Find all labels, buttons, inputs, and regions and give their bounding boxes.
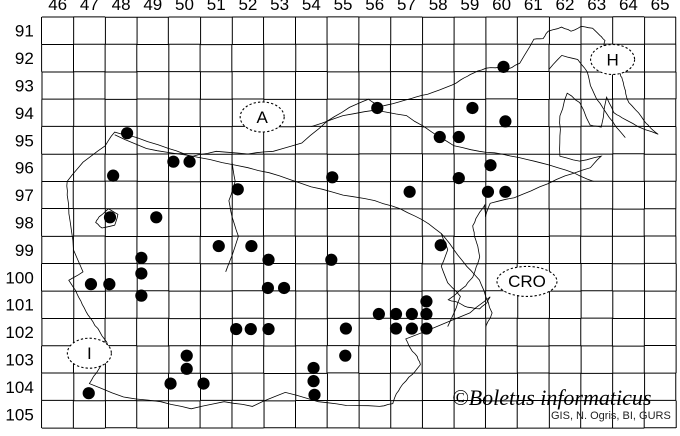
svg-text:97: 97 (15, 186, 34, 205)
svg-text:49: 49 (143, 0, 162, 14)
svg-text:48: 48 (112, 0, 131, 14)
svg-text:99: 99 (15, 241, 34, 260)
svg-text:58: 58 (429, 0, 448, 14)
svg-text:54: 54 (302, 0, 321, 14)
svg-text:100: 100 (5, 268, 33, 287)
svg-text:56: 56 (365, 0, 384, 14)
svg-text:63: 63 (587, 0, 606, 14)
svg-text:53: 53 (270, 0, 289, 14)
svg-text:59: 59 (460, 0, 479, 14)
svg-text:50: 50 (175, 0, 194, 14)
svg-text:CRO: CRO (508, 272, 546, 291)
svg-text:94: 94 (15, 104, 34, 123)
svg-text:65: 65 (651, 0, 670, 14)
svg-text:96: 96 (15, 159, 34, 178)
svg-text:103: 103 (5, 351, 33, 370)
svg-text:A: A (257, 108, 269, 127)
svg-text:92: 92 (15, 49, 34, 68)
svg-text:I: I (87, 344, 92, 363)
svg-text:©Boletus informaticus: ©Boletus informaticus (452, 385, 651, 410)
svg-text:62: 62 (556, 0, 575, 14)
svg-text:93: 93 (15, 77, 34, 96)
svg-text:98: 98 (15, 214, 34, 233)
svg-text:104: 104 (5, 378, 33, 397)
svg-text:91: 91 (15, 22, 34, 41)
svg-text:46: 46 (48, 0, 67, 14)
svg-text:GIS, N. Ogris, BI, GURS: GIS, N. Ogris, BI, GURS (551, 410, 671, 422)
svg-text:51: 51 (207, 0, 226, 14)
svg-text:52: 52 (238, 0, 257, 14)
svg-text:47: 47 (80, 0, 99, 14)
svg-text:57: 57 (397, 0, 416, 14)
svg-text:64: 64 (619, 0, 638, 14)
svg-text:102: 102 (5, 323, 33, 342)
svg-text:95: 95 (15, 131, 34, 150)
svg-text:H: H (606, 50, 618, 69)
svg-text:61: 61 (524, 0, 543, 14)
svg-text:105: 105 (5, 405, 33, 424)
svg-text:60: 60 (492, 0, 511, 14)
svg-text:101: 101 (5, 296, 33, 315)
svg-text:55: 55 (334, 0, 353, 14)
